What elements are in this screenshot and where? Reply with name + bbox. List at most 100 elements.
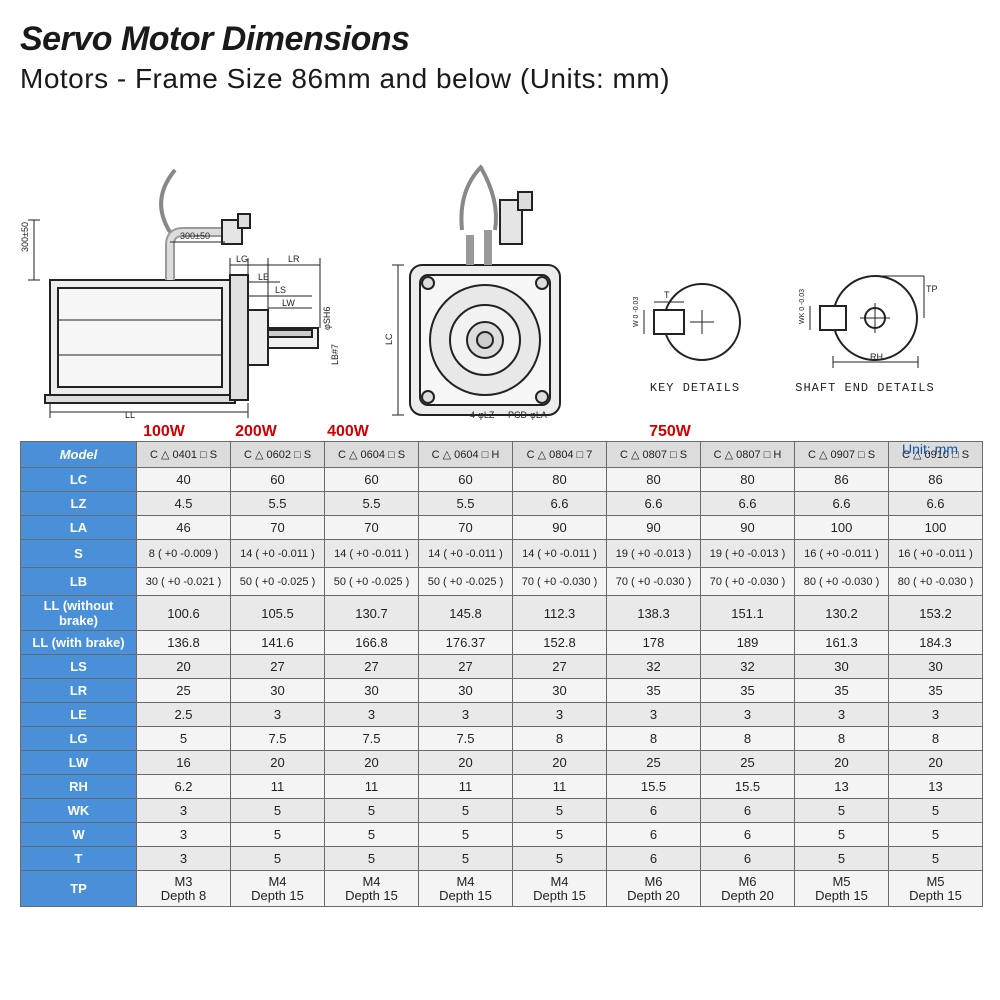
table-cell: 5.5	[325, 492, 419, 516]
row-header: WK	[21, 799, 137, 823]
table-row: LL (without brake)100.6105.5130.7145.811…	[21, 596, 983, 631]
table-row: TPM3Depth 8M4Depth 15M4Depth 15M4Depth 1…	[21, 871, 983, 907]
table-cell: 5	[325, 847, 419, 871]
table-cell: M6Depth 20	[701, 871, 795, 907]
row-header: LW	[21, 751, 137, 775]
table-cell: 25	[607, 751, 701, 775]
table-cell: 6	[607, 823, 701, 847]
table-cell: 80	[607, 468, 701, 492]
table-cell: 5	[419, 823, 513, 847]
table-cell: 11	[419, 775, 513, 799]
table-cell: 3	[231, 703, 325, 727]
dim-WK: WK 0 -0.03	[799, 289, 806, 324]
row-header: LG	[21, 727, 137, 751]
table-cell: 2.5	[137, 703, 231, 727]
table-cell: 3	[325, 703, 419, 727]
dim-LB: LB#7	[330, 344, 340, 365]
table-cell: 5	[231, 799, 325, 823]
table-cell: 8	[889, 727, 983, 751]
table-cell: 166.8	[325, 631, 419, 655]
diagram-key-details: T W 0 -0.03 KEY DETAILS	[630, 252, 760, 395]
table-cell: C △ 0807 □ H	[701, 442, 795, 468]
table-cell: 19 ( +0 -0.013 )	[607, 540, 701, 568]
table-cell: 6.6	[795, 492, 889, 516]
table-cell: 50 ( +0 -0.025 )	[325, 568, 419, 596]
table-row: LE2.533333333	[21, 703, 983, 727]
table-cell: 14 ( +0 -0.011 )	[419, 540, 513, 568]
table-cell: 16 ( +0 -0.011 )	[889, 540, 983, 568]
table-cell: 20	[513, 751, 607, 775]
table-cell: C △ 0907 □ S	[795, 442, 889, 468]
table-cell: 6.2	[137, 775, 231, 799]
table-cell: C △ 0804 □ 7	[513, 442, 607, 468]
shaft-caption: SHAFT END DETAILS	[790, 381, 940, 395]
wattage-400: 400W	[302, 423, 394, 441]
table-cell: C △ 0604 □ S	[325, 442, 419, 468]
table-cell: M5Depth 15	[795, 871, 889, 907]
dim-LL: LL	[125, 410, 135, 420]
table-cell: 3	[701, 703, 795, 727]
table-cell: M4Depth 15	[231, 871, 325, 907]
table-cell: 86	[889, 468, 983, 492]
table-cell: 5	[419, 799, 513, 823]
row-header: LR	[21, 679, 137, 703]
table-cell: 20	[325, 751, 419, 775]
table-cell: 25	[137, 679, 231, 703]
dim-PCD: PCD-φLA	[508, 410, 547, 420]
dim-RH: RH	[870, 352, 883, 362]
row-header: LZ	[21, 492, 137, 516]
table-row: LL (with brake)136.8141.6166.8176.37152.…	[21, 631, 983, 655]
table-cell: 5	[795, 823, 889, 847]
table-cell: M4Depth 15	[419, 871, 513, 907]
table-cell: 80	[701, 468, 795, 492]
table-cell: 8	[795, 727, 889, 751]
table-cell: 3	[795, 703, 889, 727]
row-header: LA	[21, 516, 137, 540]
table-cell: 46	[137, 516, 231, 540]
table-cell: C △ 0401 □ S	[137, 442, 231, 468]
table-cell: 15.5	[607, 775, 701, 799]
unit-label: Unit: mm	[902, 441, 958, 457]
table-cell: 80	[513, 468, 607, 492]
table-cell: 25	[701, 751, 795, 775]
table-cell: 138.3	[607, 596, 701, 631]
dim-cable-v: 300±50	[20, 222, 30, 252]
table-row: S8 ( +0 -0.009 )14 ( +0 -0.011 )14 ( +0 …	[21, 540, 983, 568]
table-cell: 3	[419, 703, 513, 727]
table-row: LA46707070909090100100	[21, 516, 983, 540]
table-cell: 130.7	[325, 596, 419, 631]
table-cell: 35	[795, 679, 889, 703]
table-cell: 13	[795, 775, 889, 799]
table-cell: 11	[325, 775, 419, 799]
table-cell: 5	[325, 799, 419, 823]
table-cell: 5	[889, 799, 983, 823]
table-cell: 60	[419, 468, 513, 492]
dim-TP: TP	[926, 284, 938, 294]
table-cell: 27	[325, 655, 419, 679]
table-cell: 6.6	[701, 492, 795, 516]
table-row: LG57.57.57.588888	[21, 727, 983, 751]
table-cell: 20	[889, 751, 983, 775]
table-cell: 161.3	[795, 631, 889, 655]
table-cell: 6	[701, 799, 795, 823]
table-cell: 40	[137, 468, 231, 492]
row-header: LB	[21, 568, 137, 596]
table-cell: C △ 0602 □ S	[231, 442, 325, 468]
table-cell: 30 ( +0 -0.021 )	[137, 568, 231, 596]
table-cell: 90	[701, 516, 795, 540]
table-cell: 14 ( +0 -0.011 )	[513, 540, 607, 568]
table-cell: 86	[795, 468, 889, 492]
table-cell: 152.8	[513, 631, 607, 655]
table-cell: 105.5	[231, 596, 325, 631]
table-cell: 70	[231, 516, 325, 540]
table-cell: 70	[419, 516, 513, 540]
table-cell: 32	[701, 655, 795, 679]
table-cell: 5	[795, 847, 889, 871]
dim-T: T	[664, 290, 670, 300]
table-row: LC406060608080808686	[21, 468, 983, 492]
row-header: LS	[21, 655, 137, 679]
table-cell: 30	[419, 679, 513, 703]
table-cell: 60	[325, 468, 419, 492]
row-header: LL (without brake)	[21, 596, 137, 631]
table-cell: 189	[701, 631, 795, 655]
